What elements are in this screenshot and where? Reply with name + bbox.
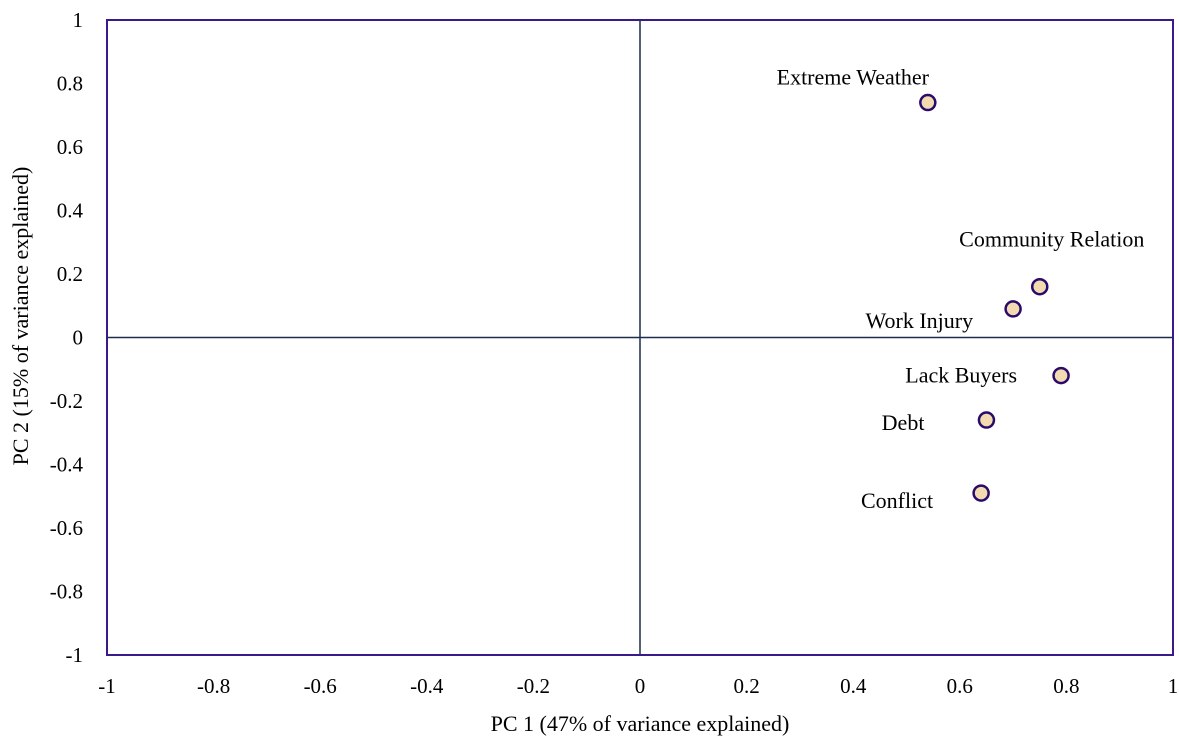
x-tick-label: 0.2 <box>733 674 759 698</box>
y-tick-label: 0.2 <box>57 262 83 286</box>
scatter-point <box>977 411 996 429</box>
y-tick-label: 0.4 <box>57 199 84 223</box>
x-axis-title: PC 1 (47% of variance explained) <box>491 711 790 736</box>
y-axis-title: PC 2 (15% of variance explained) <box>8 167 33 466</box>
x-tick-label: -0.6 <box>304 674 337 698</box>
y-tick-label: -0.6 <box>50 516 83 540</box>
x-tick-label: 0.6 <box>947 674 973 698</box>
x-tick-label: 0.4 <box>840 674 867 698</box>
y-tick-label: 1 <box>73 8 84 32</box>
scatter-point <box>1004 300 1022 318</box>
y-tick-label: -0.2 <box>50 389 83 413</box>
point-label: Lack Buyers <box>905 363 1017 388</box>
y-tick-label: 0 <box>73 326 84 350</box>
y-tick-label: -0.8 <box>50 580 83 604</box>
y-tick-label: 0.6 <box>57 135 83 159</box>
x-tick-label: -0.2 <box>517 674 550 698</box>
x-tick-label: -0.4 <box>410 674 444 698</box>
x-tick-label: 0 <box>635 674 646 698</box>
x-tick-label: -0.8 <box>197 674 230 698</box>
x-tick-label: 0.8 <box>1053 674 1079 698</box>
point-label: Work Injury <box>866 308 974 333</box>
y-tick-label: -0.4 <box>50 453 84 477</box>
axes: -1 -0.8 -0.6 -0.4 -0.2 0 0.2 0.4 0.6 0.8 1 1 0.8 0.6 0… <box>50 8 1179 698</box>
point-label: Community Relation <box>959 227 1144 252</box>
x-tick-label: 1 <box>1168 674 1179 698</box>
scatter-point <box>1031 277 1049 296</box>
point-label: Debt <box>882 410 925 435</box>
y-tick-label: 0.8 <box>57 72 83 96</box>
plot-area <box>106 19 1174 656</box>
scatter-point <box>972 484 990 502</box>
scatter-point <box>919 93 937 112</box>
scatter-point <box>1052 366 1070 385</box>
x-tick-label: -1 <box>98 674 116 698</box>
y-tick-label: -1 <box>66 643 84 667</box>
data-points: Extreme Weather Community Relation Work In… <box>777 65 1145 514</box>
point-label: Conflict <box>861 488 933 513</box>
point-label: Extreme Weather <box>777 65 930 90</box>
